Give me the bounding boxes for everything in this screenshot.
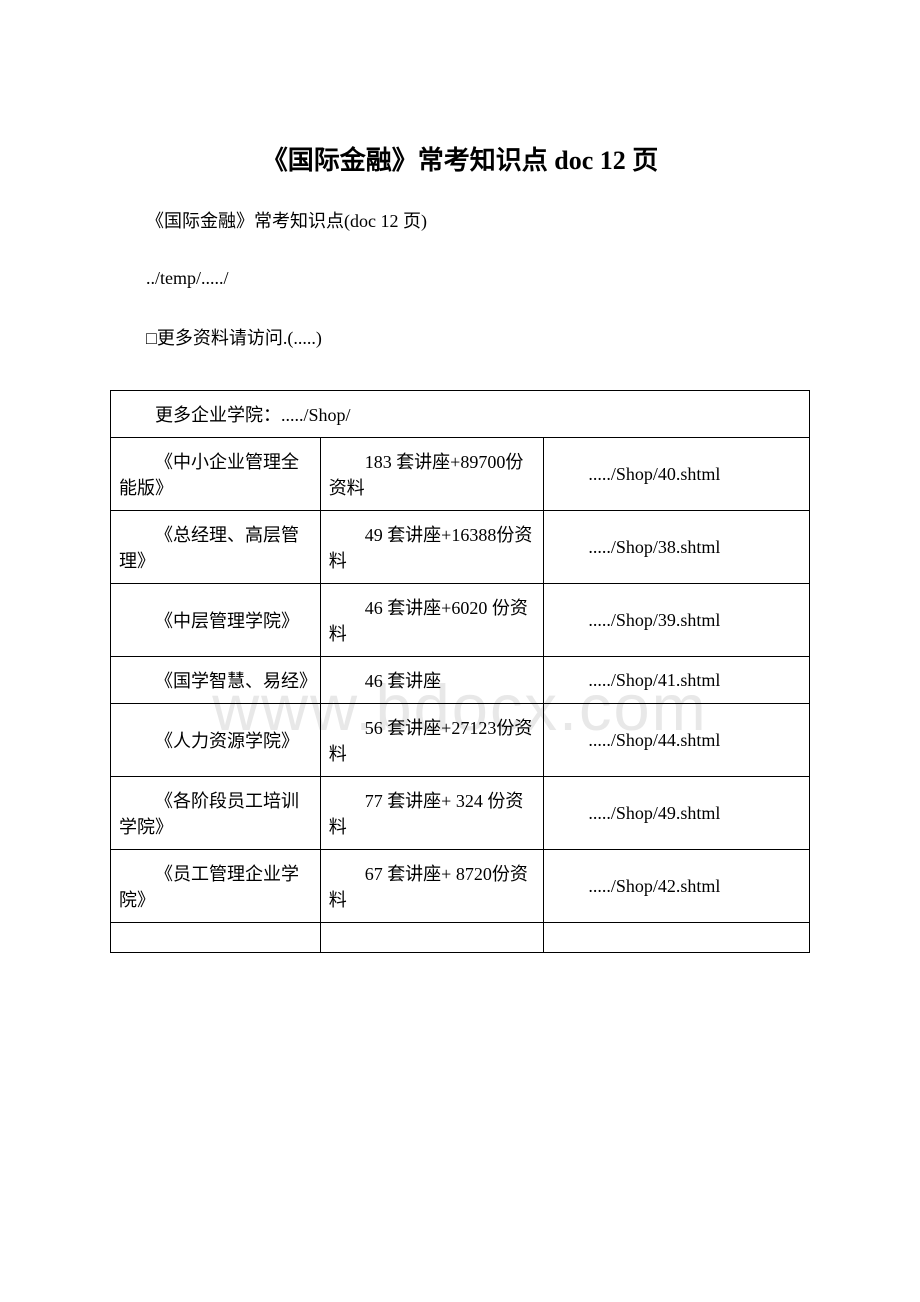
course-name-cell: 《人力资源学院》 xyxy=(111,704,321,777)
course-content-cell: 183 套讲座+89700份资料 xyxy=(320,438,544,511)
table-row: 《国学智慧、易经》 46 套讲座 ...../Shop/41.shtml xyxy=(111,657,810,704)
course-link-cell: ...../Shop/41.shtml xyxy=(544,657,810,704)
table-row: 《中层管理学院》 46 套讲座+6020 份资料 ...../Shop/39.s… xyxy=(111,584,810,657)
course-link-cell: ...../Shop/40.shtml xyxy=(544,438,810,511)
temp-path-text: ../temp/...../ xyxy=(110,268,810,289)
empty-cell xyxy=(544,923,810,953)
table-row: 《各阶段员工培训学院》 77 套讲座+ 324 份资料 ...../Shop/4… xyxy=(111,777,810,850)
course-content-cell: 49 套讲座+16388份资料 xyxy=(320,511,544,584)
table-empty-row xyxy=(111,923,810,953)
empty-cell xyxy=(320,923,544,953)
course-content-cell: 56 套讲座+27123份资料 xyxy=(320,704,544,777)
table-row: 《中小企业管理全能版》 183 套讲座+89700份资料 ...../Shop/… xyxy=(111,438,810,511)
course-content-cell: 77 套讲座+ 324 份资料 xyxy=(320,777,544,850)
course-link-cell: ...../Shop/42.shtml xyxy=(544,850,810,923)
course-name-cell: 《总经理、高层管理》 xyxy=(111,511,321,584)
table-row: 《员工管理企业学院》 67 套讲座+ 8720份资料 ...../Shop/42… xyxy=(111,850,810,923)
courses-table: 更多企业学院：...../Shop/ 《中小企业管理全能版》 183 套讲座+8… xyxy=(110,390,810,953)
empty-cell xyxy=(111,923,321,953)
course-content-cell: 67 套讲座+ 8720份资料 xyxy=(320,850,544,923)
course-name-cell: 《中小企业管理全能版》 xyxy=(111,438,321,511)
subtitle-text: 《国际金融》常考知识点(doc 12 页) xyxy=(110,207,810,233)
table-header-cell: 更多企业学院：...../Shop/ xyxy=(111,391,810,438)
course-name-cell: 《中层管理学院》 xyxy=(111,584,321,657)
more-info-text: □更多资料请访问.(.....) xyxy=(110,324,810,350)
course-content-cell: 46 套讲座+6020 份资料 xyxy=(320,584,544,657)
page-title: 《国际金融》常考知识点 doc 12 页 xyxy=(110,140,810,177)
table-header-row: 更多企业学院：...../Shop/ xyxy=(111,391,810,438)
table-row: 《总经理、高层管理》 49 套讲座+16388份资料 ...../Shop/38… xyxy=(111,511,810,584)
course-name-cell: 《员工管理企业学院》 xyxy=(111,850,321,923)
course-content-cell: 46 套讲座 xyxy=(320,657,544,704)
course-name-cell: 《各阶段员工培训学院》 xyxy=(111,777,321,850)
course-name-cell: 《国学智慧、易经》 xyxy=(111,657,321,704)
course-link-cell: ...../Shop/38.shtml xyxy=(544,511,810,584)
course-link-cell: ...../Shop/44.shtml xyxy=(544,704,810,777)
table-row: 《人力资源学院》 56 套讲座+27123份资料 ...../Shop/44.s… xyxy=(111,704,810,777)
course-link-cell: ...../Shop/39.shtml xyxy=(544,584,810,657)
course-link-cell: ...../Shop/49.shtml xyxy=(544,777,810,850)
